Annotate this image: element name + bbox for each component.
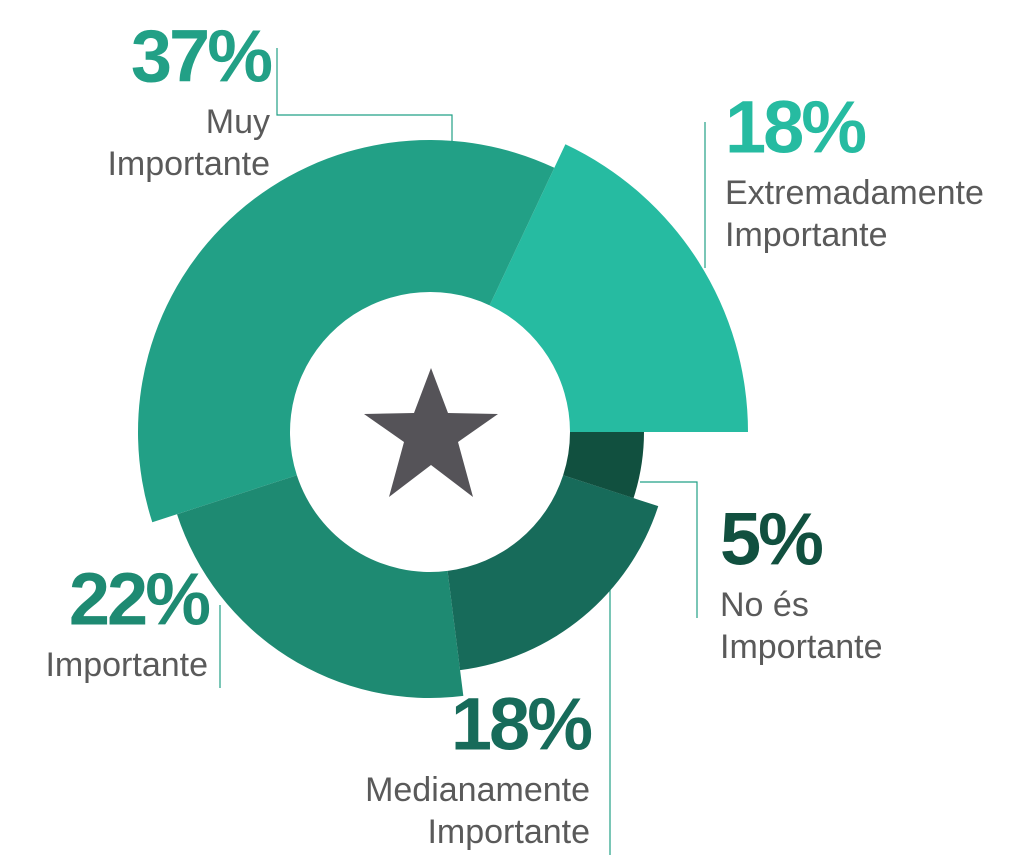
value-label: 5%: [720, 498, 822, 581]
value-label: 37%: [131, 15, 271, 98]
category-label: Extremadamente Importante: [725, 174, 984, 254]
category-label: Muy Importante: [107, 103, 270, 183]
leader-line: [640, 481, 698, 618]
star-icon: [364, 368, 498, 497]
slice: [177, 475, 464, 698]
slice: [489, 144, 748, 432]
leader-line: [276, 48, 453, 142]
value-label: 18%: [725, 86, 865, 169]
category-label: No és Importante: [720, 586, 883, 666]
category-label: Importante: [45, 646, 208, 684]
slices: [137, 139, 748, 698]
value-label: 22%: [69, 558, 209, 641]
slice: [447, 475, 659, 671]
slice: [137, 139, 555, 523]
value-label: 18%: [451, 683, 591, 766]
slice: [563, 432, 644, 499]
category-label: Medianamente Importante: [365, 771, 590, 851]
leader-lines: [219, 48, 706, 855]
